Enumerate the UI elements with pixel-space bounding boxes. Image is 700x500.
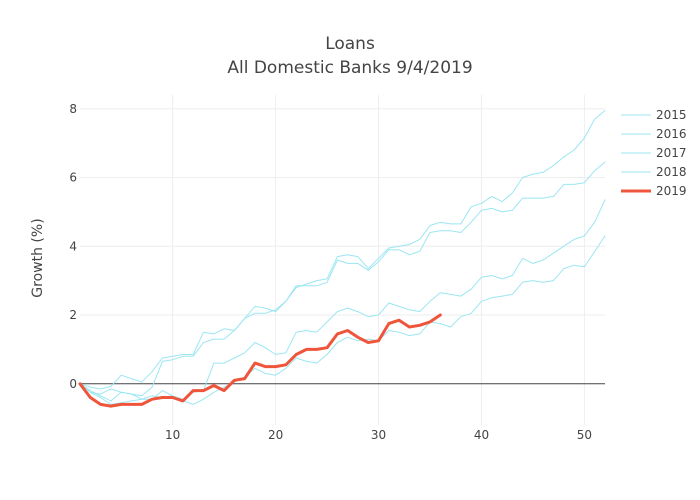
legend-label-2017[interactable]: 2017 — [656, 146, 687, 160]
y-tick-label: 4 — [69, 239, 77, 253]
chart-title: Loans — [325, 34, 375, 54]
series-line-2017[interactable] — [79, 199, 606, 402]
y-axis-title: Growth (%) — [30, 218, 46, 297]
x-tick-label: 30 — [371, 428, 386, 442]
chart-subtitle: All Domestic Banks 9/4/2019 — [227, 58, 472, 78]
legend-label-2016[interactable]: 2016 — [656, 127, 687, 141]
y-tick-label: 2 — [69, 308, 77, 322]
x-tick-label: 20 — [268, 428, 283, 442]
legend-label-2019[interactable]: 2019 — [656, 184, 687, 198]
legend: 2015 2016 2017 2018 2019 — [621, 108, 687, 198]
legend-label-2018[interactable]: 2018 — [656, 165, 687, 179]
series-line-2016[interactable] — [79, 161, 606, 397]
legend-label-2015[interactable]: 2015 — [656, 108, 687, 122]
x-tick-label: 10 — [165, 428, 180, 442]
series-line-2019[interactable] — [78, 313, 442, 408]
series-line-2015[interactable] — [79, 110, 606, 390]
tick-labels: 10 20 30 40 50 0 2 4 6 8 — [69, 102, 592, 442]
x-tick-label: 50 — [577, 428, 592, 442]
y-tick-label: 8 — [69, 102, 77, 116]
x-tick-label: 40 — [474, 428, 489, 442]
series-lines — [78, 110, 606, 408]
y-tick-label: 0 — [69, 377, 77, 391]
y-tick-label: 6 — [69, 171, 77, 185]
grid-lines — [80, 95, 605, 425]
